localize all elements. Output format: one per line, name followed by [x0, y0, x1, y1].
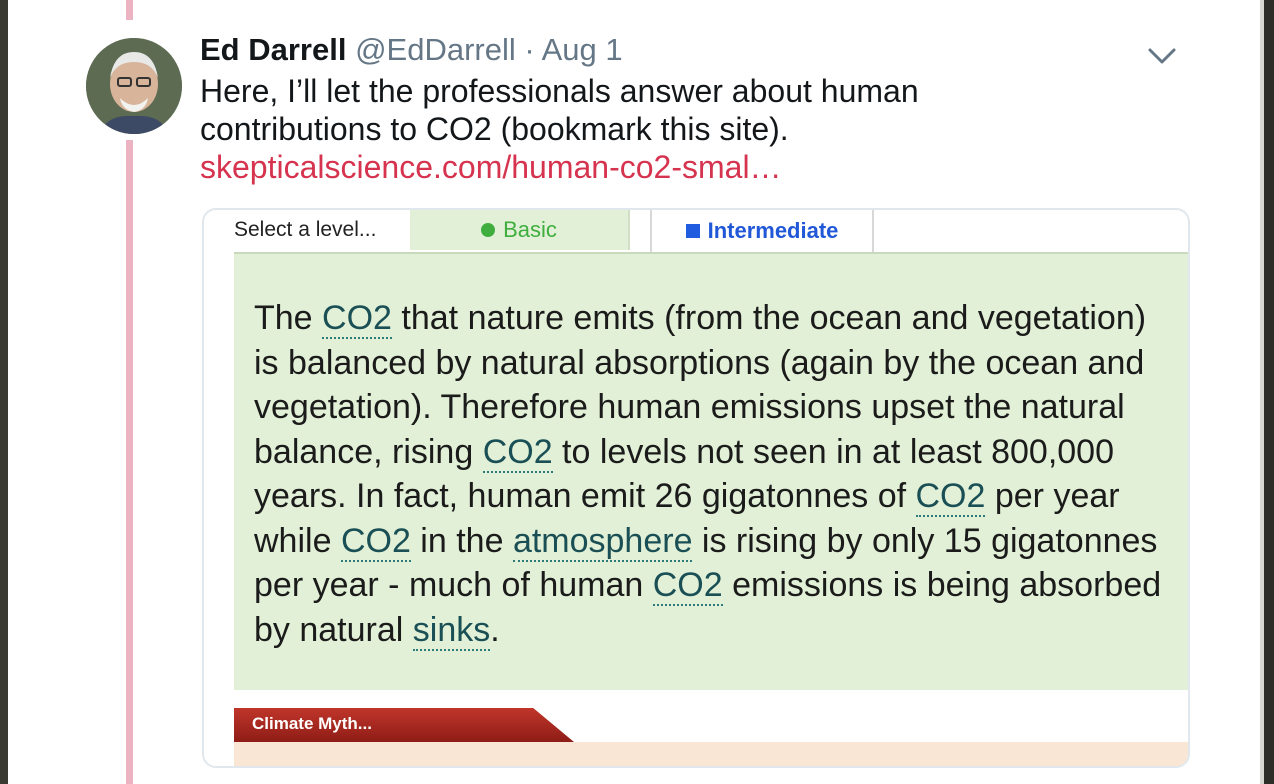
body-text: The — [254, 299, 323, 337]
body-text: per year while — [254, 477, 1120, 560]
blue-square-icon — [685, 224, 700, 238]
glossary-link-co2[interactable]: CO2 — [915, 477, 986, 517]
avatar-photo-icon — [86, 38, 182, 134]
background-edge-left — [0, 0, 8, 784]
level-tabbar: Select a level... Basic Intermediate — [204, 210, 1188, 252]
level-select-label: Select a level... — [234, 218, 377, 241]
tweet-link[interactable]: skepticalscience.com/human-co2-smal… — [200, 149, 782, 185]
glossary-link-co2[interactable]: CO2 — [340, 521, 411, 562]
tab-basic[interactable]: Basic — [410, 210, 630, 250]
body-text: . — [490, 610, 500, 649]
glossary-link-sinks[interactable]: sinks — [412, 610, 491, 651]
tweet-text-line: contributions to CO2 (bookmark this site… — [200, 111, 789, 147]
tab-intermediate[interactable]: Intermediate — [650, 210, 874, 252]
tab-intermediate-label: Intermediate — [707, 218, 839, 243]
avatar[interactable] — [86, 38, 182, 134]
tab-basic-label: Basic — [503, 217, 557, 242]
body-text: that nature emits (from the ocean and ve… — [254, 299, 1147, 471]
author-name[interactable]: Ed Darrell — [200, 32, 347, 67]
thread-line — [126, 0, 133, 784]
tweet-text-line: Here, I’ll let the professionals answer … — [200, 73, 919, 109]
climate-myth-tab[interactable]: Climate Myth... — [234, 708, 574, 742]
tweet-text: Here, I’ll let the professionals answer … — [200, 72, 1100, 186]
glossary-link-co2[interactable]: CO2 — [322, 299, 392, 339]
chevron-down-icon[interactable] — [1146, 44, 1178, 68]
climate-myth-label: Climate Myth... — [252, 714, 372, 733]
glossary-link-co2[interactable]: CO2 — [652, 566, 723, 606]
climate-myth-strip — [234, 742, 1188, 766]
glossary-link-atmosphere[interactable]: atmosphere — [512, 521, 693, 562]
glossary-link-co2[interactable]: CO2 — [482, 432, 553, 473]
tweet-header: Ed Darrell @EdDarrell · Aug 1 — [200, 30, 623, 70]
body-text: to levels not seen in at least 800,000 y… — [254, 432, 1114, 516]
tweet-date[interactable]: Aug 1 — [541, 32, 623, 67]
body-text: emissions is being absorbed by natural — [254, 566, 1162, 649]
background-edge-right — [1260, 0, 1274, 784]
explanation-text: The CO2 that nature emits (from the ocea… — [254, 296, 1174, 652]
author-handle[interactable]: @EdDarrell — [355, 32, 516, 67]
panel-divider — [234, 690, 1188, 708]
explanation-panel: The CO2 that nature emits (from the ocea… — [234, 252, 1188, 692]
header-separator: · — [524, 32, 542, 67]
link-preview-card[interactable]: Select a level... Basic Intermediate The… — [202, 208, 1190, 768]
body-text: in the — [410, 521, 513, 560]
body-text: is rising by only 15 gigatonnes per year… — [254, 521, 1158, 605]
green-dot-icon — [481, 223, 496, 237]
